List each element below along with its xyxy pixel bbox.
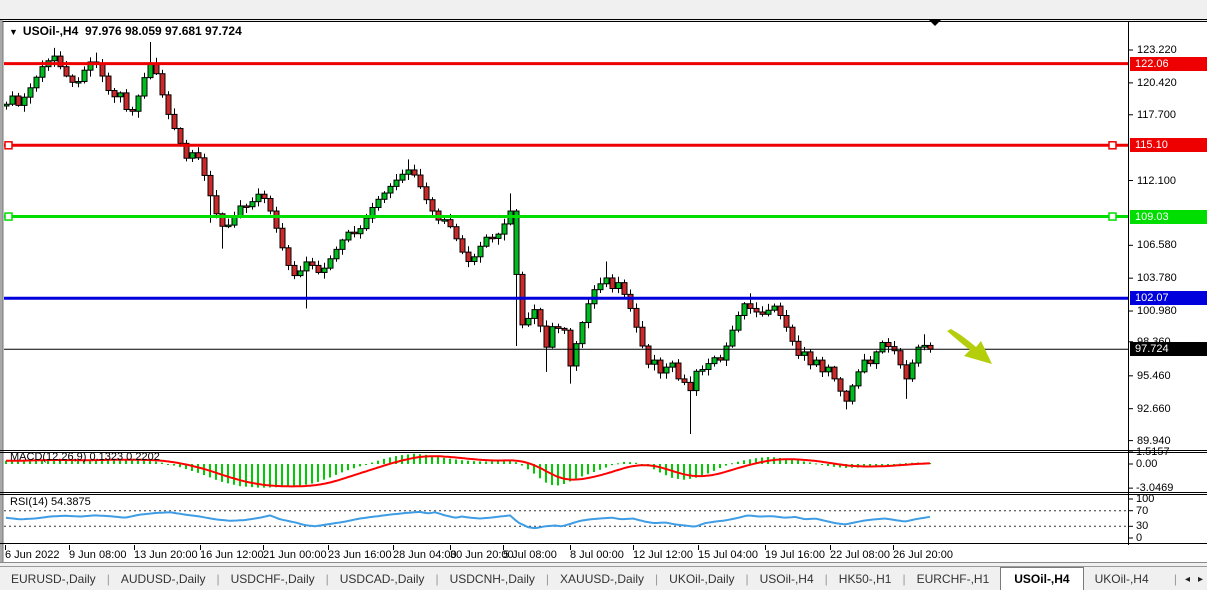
date-tick-label: 6 Jun 2022 [5,549,60,561]
price-tick-label: 89.940 [1137,434,1171,447]
indicator-axis-label: 1.5157 [1136,445,1170,458]
price-tick-label: 103.780 [1137,272,1177,285]
tab-separator: | [655,572,659,586]
tab-scroll-left[interactable]: ◂ [1184,573,1190,585]
indicator-axis-label: 0 [1136,532,1143,544]
tab-eurusd-daily[interactable]: EURUSD-,Daily [11,572,96,586]
price-level-badge: 122.06 [1130,56,1207,71]
rsi-indicator-label: RSI(14) 54.3875 [10,496,91,508]
symbol-dropdown-icon[interactable]: ▼ [9,27,18,37]
rsi-layer [4,510,1128,530]
chart-tab-bar: EURUSD-,Daily | AUDUSD-,Daily | USDCHF-,Dail… [0,566,1207,590]
tab-separator: | [325,572,329,586]
drawn-arrow-annotation[interactable] [947,329,992,364]
hline-handle[interactable] [1108,212,1117,221]
indicator-axis-label: -3.0469 [1136,482,1174,495]
date-tick-label: 15 Jul 04:00 [698,549,758,561]
chart-shift-marker [929,20,941,26]
tab-usoil-h4[interactable]: USOil-,H4 [759,572,814,586]
price-tick-label: 117.700 [1137,108,1176,121]
date-tick-label: 19 Jul 16:00 [765,549,825,561]
rsi-line [5,510,931,530]
hline-handle[interactable] [4,141,13,150]
hline-handle[interactable] [1108,141,1117,150]
date-tick-label: 13 Jun 20:00 [134,549,198,561]
price-level-badge: 97.724 [1130,342,1207,357]
indicator-axis-label: 30 [1136,520,1149,533]
price-tick-label: 95.460 [1137,369,1171,382]
tab-audusd-daily[interactable]: AUDUSD-,Daily [120,572,206,586]
macd-layer [5,453,931,488]
price-tick-label: 112.100 [1137,174,1176,187]
indicator-axis-label: 70 [1136,504,1149,517]
price-level-badge: 109.03 [1130,209,1207,224]
macd-signal-line [6,455,930,488]
tab-eurchf-h1[interactable]: EURCHF-,H1 [916,572,990,586]
tab-usdcnh-daily[interactable]: USDCNH-,Daily [449,572,535,586]
date-tick-label: 22 Jul 08:00 [830,549,890,561]
price-tick-label: 106.580 [1137,239,1177,252]
tab-separator: | [1173,572,1177,586]
tab-xauusd-daily[interactable]: XAUUSD-,Daily [560,572,645,586]
price-tick-label: 120.420 [1137,76,1177,89]
tab-hk50-h1[interactable]: HK50-,H1 [838,572,892,586]
date-tick-label: 5 Jul 08:00 [503,549,557,561]
chart-window-bg [3,22,1207,562]
date-tick-label: 28 Jun 04:00 [393,549,457,561]
price-tick-label: 123.220 [1137,44,1177,56]
chart-symbol: USOil-,H4 [22,24,79,38]
indicator-axis-label: 100 [1136,493,1155,505]
date-tick-label: 9 Jun 08:00 [69,549,127,561]
tab-ukoil-h4[interactable]: UKOil-,H4 [1094,572,1149,586]
hline-handle[interactable] [4,212,13,221]
price-level-badge: 115.10 [1130,138,1207,153]
tab-separator: | [216,572,220,586]
date-tick-label: 12 Jul 12:00 [633,549,693,561]
tab-usdcad-daily[interactable]: USDCAD-,Daily [339,572,425,586]
tab-separator: | [545,572,550,586]
date-tick-label: 16 Jun 12:00 [200,549,264,561]
price-level-badge: 102.07 [1130,291,1207,306]
date-tick-label: 26 Jul 20:00 [893,549,953,561]
date-tick-label: 30 Jun 20:00 [450,549,514,561]
indicator-axis-label: 0.00 [1136,458,1158,470]
tab-separator: | [824,572,828,586]
tab-separator: | [745,572,749,586]
date-tick-label: 23 Jun 16:00 [328,549,392,561]
chart-title: ▼ USOil-,H4 97.976 98.059 97.681 97.724 [9,24,242,38]
price-tick-label: 100.980 [1137,305,1177,318]
date-tick-label: 21 Jun 00:00 [263,549,327,561]
tab-separator: | [435,572,439,586]
tab-separator: | [902,572,906,586]
chart-ohlc-readout: 97.976 98.059 97.681 97.724 [84,24,242,38]
tab-ukoil-daily[interactable]: UKOil-,Daily [669,572,735,586]
tab-usdchf-daily[interactable]: USDCHF-,Daily [230,572,315,586]
price-tick-label: 92.660 [1137,402,1171,415]
tab-usoil-h4[interactable]: USOil-,H4 [1000,567,1084,590]
macd-indicator-label: MACD(12,26,9) 0.1323 0.2202 [10,451,160,463]
tab-scroll-right[interactable]: ▸ [1197,573,1203,585]
date-tick-label: 8 Jul 00:00 [570,549,624,561]
candles-layer [4,42,934,435]
tab-separator: | [106,572,110,586]
